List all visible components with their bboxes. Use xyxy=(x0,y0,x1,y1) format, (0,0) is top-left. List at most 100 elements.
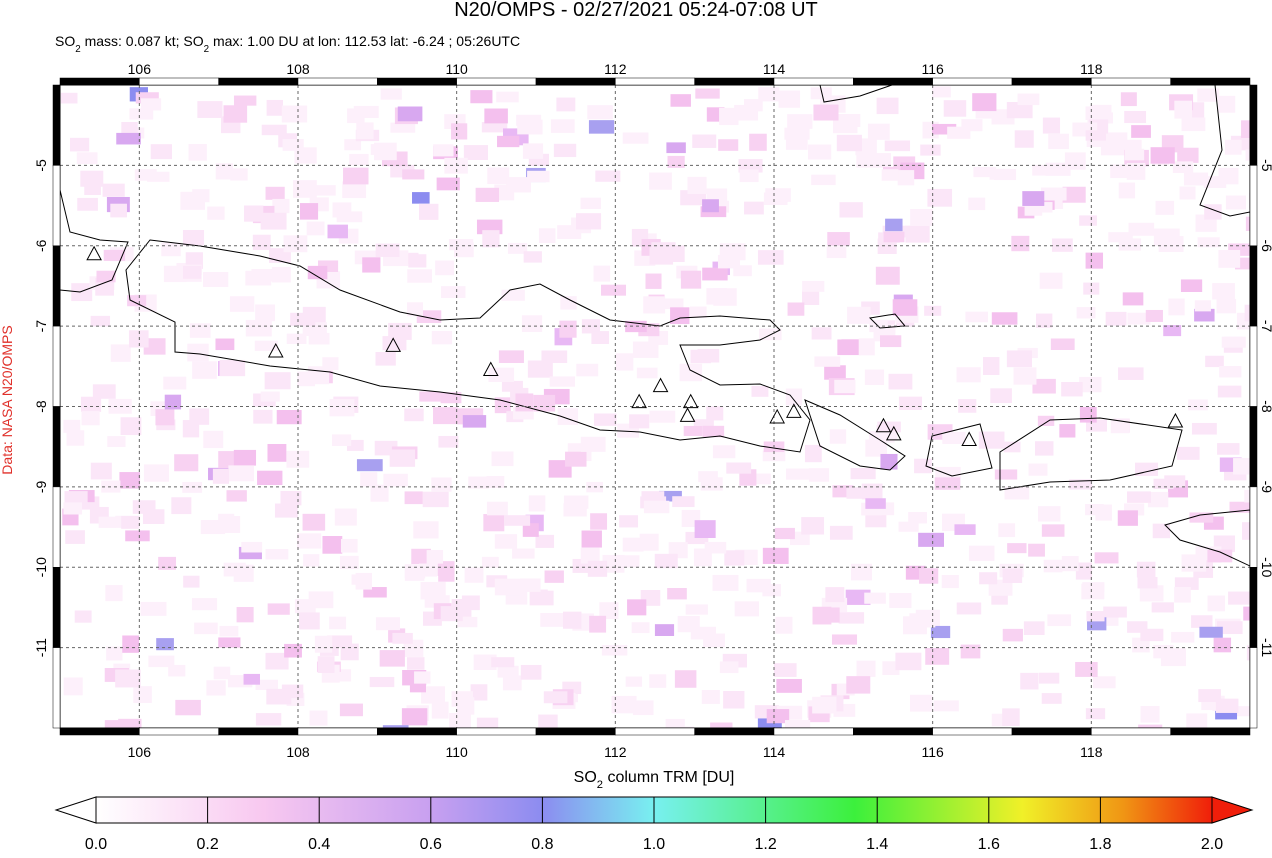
so2-pixel xyxy=(611,695,637,714)
so2-pixel xyxy=(402,169,425,180)
so2-pixel xyxy=(587,560,608,577)
so2-pixel xyxy=(182,481,203,493)
so2-pixel xyxy=(1140,628,1164,642)
so2-pixel xyxy=(972,93,997,112)
so2-pixel xyxy=(1023,621,1045,635)
so2-pixel xyxy=(867,123,890,140)
so2-pixel xyxy=(549,376,576,387)
x-tick-label: 106 xyxy=(128,744,152,760)
so2-pixel xyxy=(63,677,83,696)
so2-pixel xyxy=(533,394,556,412)
so2-pixel xyxy=(868,431,895,443)
so2-pixel xyxy=(183,575,200,588)
so2-pixel xyxy=(103,249,126,261)
subscript: 2 xyxy=(75,44,80,55)
frame-bar xyxy=(218,727,299,736)
so2-pixel xyxy=(932,123,957,135)
so2-pixel xyxy=(1039,272,1063,289)
so2-pixel xyxy=(265,186,285,200)
so2-pixel xyxy=(236,607,254,623)
so2-pixel xyxy=(218,451,239,469)
so2-pixel xyxy=(228,465,255,482)
frame-bar xyxy=(535,727,616,736)
so2-pixel xyxy=(254,340,278,351)
so2-pixel xyxy=(344,139,362,151)
so2-pixel xyxy=(919,568,939,584)
so2-pixel xyxy=(810,87,832,100)
so2-pixel xyxy=(267,603,290,615)
so2-pixel xyxy=(861,483,883,500)
so2-pixel xyxy=(307,366,330,385)
x-tick-label: 112 xyxy=(604,744,627,760)
so2-pixel xyxy=(979,572,998,585)
so2-pixel xyxy=(339,703,363,717)
so2-pixel xyxy=(440,606,463,622)
so2-pixel xyxy=(856,154,880,168)
so2-pixel xyxy=(865,439,887,457)
frame-bar xyxy=(1011,727,1092,736)
so2-pixel xyxy=(540,612,566,627)
so2-pixel xyxy=(1041,524,1065,537)
so2-pixel xyxy=(1140,705,1160,723)
so2-pixel xyxy=(875,266,900,285)
so2-pixel xyxy=(302,513,326,531)
so2-pixel xyxy=(998,523,1016,538)
so2-pixel xyxy=(1234,257,1250,270)
so2-pixel xyxy=(1035,441,1054,456)
so2-pixel xyxy=(412,192,430,204)
so2-pixel xyxy=(563,503,587,517)
so2-pixel xyxy=(80,396,102,412)
colorbar-tick-label: 0.2 xyxy=(196,836,218,853)
so2-pixel xyxy=(965,311,988,323)
so2-pixel xyxy=(163,376,187,390)
so2-pixel xyxy=(1006,102,1033,119)
so2-pixel xyxy=(694,520,716,538)
so2-pixel xyxy=(294,599,316,614)
so2-pixel xyxy=(191,598,218,611)
so2-pixel xyxy=(895,652,922,671)
so2-pixel xyxy=(846,487,864,499)
so2-pixel xyxy=(408,254,427,268)
frame-bar xyxy=(853,727,933,736)
so2-pixel xyxy=(1163,325,1182,337)
so2-pixel xyxy=(390,122,416,133)
so2-pixel xyxy=(1022,191,1045,206)
so2-pixel xyxy=(362,257,381,273)
so2-pixel xyxy=(1127,491,1151,503)
so2-pixel xyxy=(504,515,531,526)
subscript: 2 xyxy=(204,44,209,55)
so2-pixel xyxy=(697,348,720,363)
so2-pixel xyxy=(487,167,510,185)
so2-pixel xyxy=(223,105,248,123)
so2-pixel xyxy=(1147,491,1169,508)
so2-pixel xyxy=(883,231,905,243)
so2-pixel xyxy=(744,201,764,215)
so2-pixel xyxy=(1145,309,1163,322)
so2-pixel xyxy=(356,122,374,140)
frame-bar xyxy=(52,165,61,246)
so2-pixel xyxy=(829,525,853,540)
so2-pixel xyxy=(631,622,650,634)
so2-pixel xyxy=(233,564,254,582)
so2-pixel xyxy=(164,394,182,410)
so2-pixel xyxy=(105,585,123,602)
so2-pixel xyxy=(801,517,825,535)
so2-pixel xyxy=(64,491,88,505)
so2-pixel xyxy=(133,686,152,703)
so2-pixel xyxy=(392,632,413,644)
so2-pixel xyxy=(77,197,98,211)
so2-pixel xyxy=(968,197,986,211)
so2-pixel xyxy=(243,673,260,685)
so2-pixel xyxy=(431,701,449,719)
so2-pixel xyxy=(379,650,405,667)
so2-pixel xyxy=(888,373,913,390)
so2-pixel xyxy=(941,575,959,589)
so2-pixel xyxy=(515,393,534,412)
so2-pixel xyxy=(527,170,550,183)
so2-pixel xyxy=(1224,139,1242,155)
so2-pixel xyxy=(786,468,811,480)
so2-pixel xyxy=(1181,117,1206,132)
frame-bar xyxy=(1249,406,1258,488)
so2-pixel xyxy=(403,639,424,657)
